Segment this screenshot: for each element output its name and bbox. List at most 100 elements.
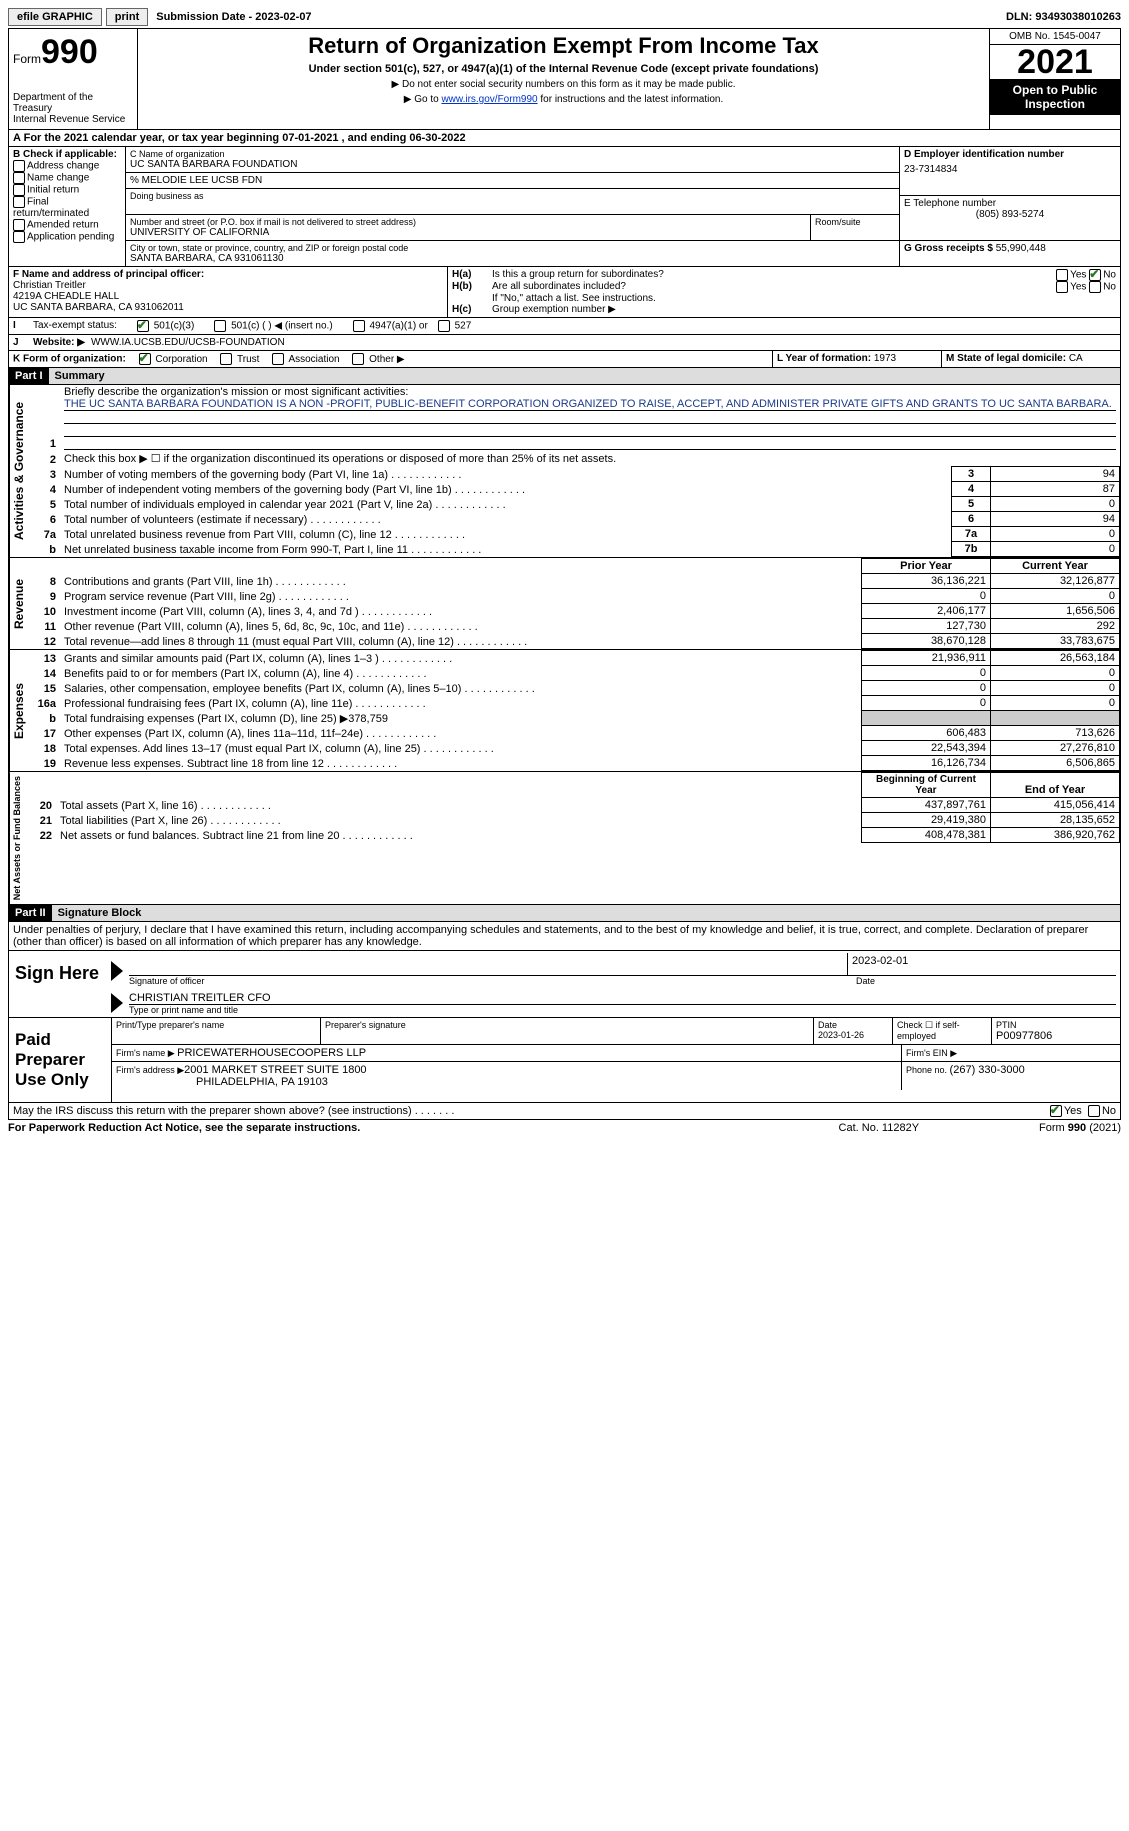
sign-here-label: Sign Here xyxy=(9,951,111,1017)
open-to-public: Open to Public Inspection xyxy=(990,79,1120,115)
care-of: % MELODIE LEE UCSB FDN xyxy=(126,173,899,189)
city-label: City or town, state or province, country… xyxy=(130,243,895,253)
line-row: 19Revenue less expenses. Subtract line 1… xyxy=(28,756,1120,771)
form-label: Form xyxy=(13,52,41,66)
irs-link[interactable]: www.irs.gov/Form990 xyxy=(441,94,537,105)
header-note2: ▶ Go to www.irs.gov/Form990 for instruct… xyxy=(142,94,985,105)
vlabel-governance: Activities & Governance xyxy=(9,385,28,557)
vlabel-netassets: Net Assets or Fund Balances xyxy=(9,772,24,904)
website-value: WWW.IA.UCSB.EDU/UCSB-FOUNDATION xyxy=(91,337,285,348)
firm-ein-label: Firm's EIN ▶ xyxy=(906,1048,957,1058)
sign-date: 2023-02-01 xyxy=(852,955,1112,967)
city-state-zip: SANTA BARBARA, CA 931061130 xyxy=(130,253,895,264)
form-org-label: K Form of organization: xyxy=(13,354,126,365)
part2-label: Part II xyxy=(9,905,52,921)
irs-label: Internal Revenue Service xyxy=(13,114,133,125)
line-row: 18Total expenses. Add lines 13–17 (must … xyxy=(28,741,1120,756)
hb-label: Are all subordinates included? xyxy=(492,281,1056,293)
phone-label: E Telephone number xyxy=(904,198,1116,209)
line-row: bNet unrelated business taxable income f… xyxy=(28,542,1120,557)
opt-address-change: Address change xyxy=(13,160,121,172)
firm-name: PRICEWATERHOUSECOOPERS LLP xyxy=(177,1047,366,1059)
part2-title: Signature Block xyxy=(52,905,1120,921)
phone-value: (805) 893-5274 xyxy=(904,209,1116,220)
vlabel-revenue: Revenue xyxy=(9,558,28,649)
org-name: UC SANTA BARBARA FOUNDATION xyxy=(130,159,895,170)
street-address: UNIVERSITY OF CALIFORNIA xyxy=(130,227,806,238)
form-number: 990 xyxy=(41,33,98,71)
hc-label: Group exemption number ▶ xyxy=(492,304,616,315)
tax-period: A For the 2021 calendar year, or tax yea… xyxy=(8,130,1121,147)
mission-q: Briefly describe the organization's miss… xyxy=(64,386,1116,398)
opt-final-return: Final return/terminated xyxy=(13,196,121,219)
paperwork-notice: For Paperwork Reduction Act Notice, see … xyxy=(8,1122,839,1134)
room-label: Room/suite xyxy=(815,217,895,227)
line-row: bTotal fundraising expenses (Part IX, co… xyxy=(28,711,1120,726)
firm-phone: (267) 330-3000 xyxy=(950,1064,1025,1076)
website-label: Website: ▶ xyxy=(33,337,85,348)
efile-label: efile GRAPHIC xyxy=(8,8,102,26)
cat-no: Cat. No. 11282Y xyxy=(839,1122,920,1134)
line-row: 2Check this box ▶ ☐ if the organization … xyxy=(28,451,1120,467)
officer-addr2: UC SANTA BARBARA, CA 931062011 xyxy=(13,302,443,313)
org-name-label: C Name of organization xyxy=(130,149,895,159)
gross-receipts: 55,990,448 xyxy=(996,243,1046,254)
opt-name-change: Name change xyxy=(13,172,121,184)
prep-name-label: Print/Type preparer's name xyxy=(116,1020,316,1030)
submission-date-label: Submission Date - 2023-02-07 xyxy=(156,11,311,23)
firm-addr1: 2001 MARKET STREET SUITE 1800 xyxy=(184,1064,366,1076)
ein-label: D Employer identification number xyxy=(904,149,1116,160)
check-applicable-label: B Check if applicable: xyxy=(13,149,121,160)
line-row: 15Salaries, other compensation, employee… xyxy=(28,681,1120,696)
officer-addr1: 4219A CHEADLE HALL xyxy=(13,291,443,302)
officer-name: Christian Treitler xyxy=(13,280,443,291)
line-row: 10Investment income (Part VIII, column (… xyxy=(28,604,1120,619)
opt-app-pending: Application pending xyxy=(13,231,121,243)
sig-date-label: Date xyxy=(856,976,1116,986)
gross-receipts-label: G Gross receipts $ xyxy=(904,243,996,254)
paid-preparer-label: Paid Preparer Use Only xyxy=(9,1018,112,1102)
dept-treasury: Department of the Treasury xyxy=(13,92,133,114)
top-bar: efile GRAPHIC print Submission Date - 20… xyxy=(8,8,1121,26)
col-prior: Prior Year xyxy=(862,559,991,574)
col-begin: Beginning of Current Year xyxy=(862,773,991,798)
entity-block: B Check if applicable: Address change Na… xyxy=(8,147,1121,267)
principal-officer-label: F Name and address of principal officer: xyxy=(13,269,443,280)
tax-exempt-label: Tax-exempt status: xyxy=(33,320,117,332)
vlabel-expenses: Expenses xyxy=(9,650,28,771)
officer-print-name: CHRISTIAN TREITLER CFO xyxy=(129,992,1116,1004)
print-button[interactable]: print xyxy=(106,8,148,26)
line-row: 17Other expenses (Part IX, column (A), l… xyxy=(28,726,1120,741)
opt-initial-return: Initial return xyxy=(13,184,121,196)
print-name-label: Type or print name and title xyxy=(129,1005,1116,1015)
col-end: End of Year xyxy=(991,773,1120,798)
part1-title: Summary xyxy=(49,368,1120,384)
header-subtitle: Under section 501(c), 527, or 4947(a)(1)… xyxy=(142,63,985,75)
ptin-label: PTIN xyxy=(996,1020,1116,1030)
prep-date: 2023-01-26 xyxy=(818,1030,888,1040)
line-row: 6Total number of volunteers (estimate if… xyxy=(28,512,1120,527)
line-row: 16aProfessional fundraising fees (Part I… xyxy=(28,696,1120,711)
line-row: 12Total revenue—add lines 8 through 11 (… xyxy=(28,634,1120,649)
addr-label: Number and street (or P.O. box if mail i… xyxy=(130,217,806,227)
line-row: 8Contributions and grants (Part VIII, li… xyxy=(28,574,1120,589)
mission-text: THE UC SANTA BARBARA FOUNDATION IS A NON… xyxy=(64,398,1116,411)
line-row: 22Net assets or fund balances. Subtract … xyxy=(24,828,1120,843)
line-row: 21Total liabilities (Part X, line 26)29,… xyxy=(24,813,1120,828)
tax-year: 2021 xyxy=(990,45,1120,79)
col-current: Current Year xyxy=(991,559,1120,574)
line-row: 9Program service revenue (Part VIII, lin… xyxy=(28,589,1120,604)
arrow-icon xyxy=(111,961,123,981)
page-title: Return of Organization Exempt From Incom… xyxy=(142,33,985,59)
arrow-icon xyxy=(111,993,123,1013)
sig-officer-label: Signature of officer xyxy=(129,976,856,986)
form-header: Form990 Department of the Treasury Inter… xyxy=(8,28,1121,130)
line-row: 5Total number of individuals employed in… xyxy=(28,497,1120,512)
line-row: 20Total assets (Part X, line 16)437,897,… xyxy=(24,798,1120,813)
ha-label: Is this a group return for subordinates? xyxy=(492,269,1056,281)
opt-amended: Amended return xyxy=(13,219,121,231)
line-row: 11Other revenue (Part VIII, column (A), … xyxy=(28,619,1120,634)
firm-addr2: PHILADELPHIA, PA 19103 xyxy=(196,1076,897,1088)
header-note1: ▶ Do not enter social security numbers o… xyxy=(142,79,985,90)
dln: DLN: 93493038010263 xyxy=(1006,11,1121,23)
